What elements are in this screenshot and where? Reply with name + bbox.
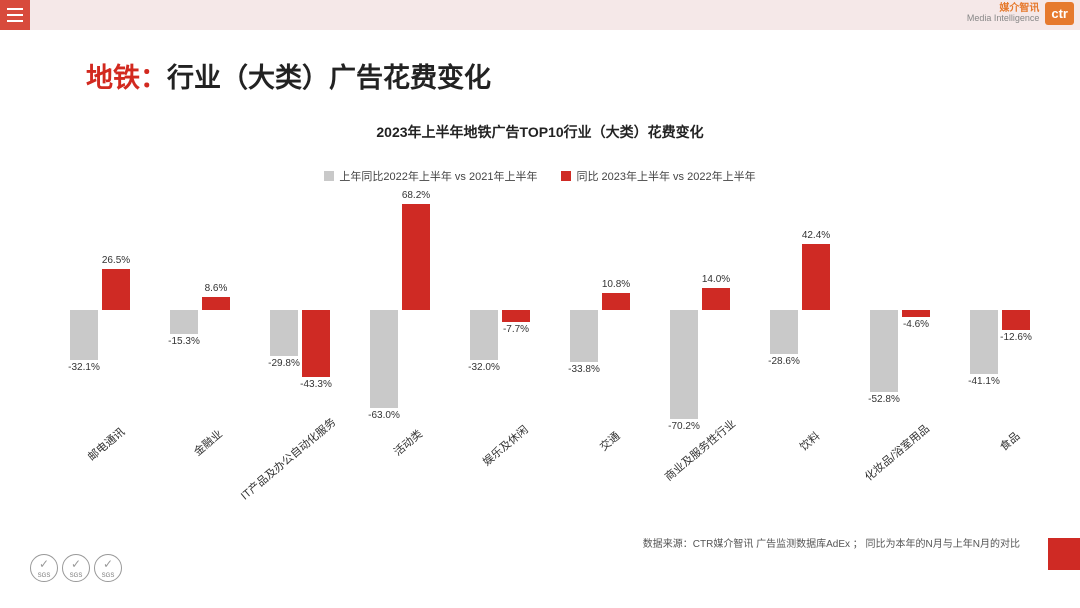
chart-group: -29.8%-43.3% xyxy=(250,190,350,430)
bar-series-b xyxy=(702,288,730,310)
bar-series-a xyxy=(270,310,298,356)
chart-group: -28.6% 42.4% xyxy=(750,190,850,430)
bar-value-label: -33.8% xyxy=(554,364,614,375)
bar-series-b xyxy=(202,297,230,310)
brand-en: Media Intelligence xyxy=(967,14,1040,24)
corner-accent xyxy=(1048,538,1080,570)
bar-value-label: -32.0% xyxy=(454,362,514,373)
legend-item: 上年同比2022年上半年 vs 2021年上半年 xyxy=(324,168,537,184)
bar-value-label: 42.4% xyxy=(786,230,846,241)
bar-value-label: 10.8% xyxy=(586,279,646,290)
chart-group: -63.0% 68.2% xyxy=(350,190,450,430)
brand-logo: 媒介智讯 Media Intelligence ctr xyxy=(967,2,1074,25)
bar-series-b xyxy=(302,310,330,377)
bar-value-label: -70.2% xyxy=(654,421,714,432)
chart-group: -70.2% 14.0% xyxy=(650,190,750,430)
title-prefix: 地铁： xyxy=(86,63,167,93)
top-bar: 媒介智讯 Media Intelligence ctr xyxy=(0,0,1080,30)
bar-series-a xyxy=(70,310,98,360)
bar-value-label: -4.6% xyxy=(886,319,946,330)
bar-value-label: -7.7% xyxy=(486,324,546,335)
bar-series-b xyxy=(902,310,930,317)
bar-series-b xyxy=(402,204,430,310)
chart-legend: 上年同比2022年上半年 vs 2021年上半年 同比 2023年上半年 vs 2… xyxy=(0,168,1080,184)
chart-area: -32.1% 26.5% -15.3% 8.6% -29.8%-43.3% -63.0% 6… xyxy=(50,190,1050,430)
chart-group: -33.8% 10.8% xyxy=(550,190,650,430)
bar-series-a xyxy=(370,310,398,408)
chart-title: 2023年上半年地铁广告TOP10行业（大类）花费变化 xyxy=(0,122,1080,142)
brand-badge: ctr xyxy=(1045,2,1074,25)
bar-series-b xyxy=(1002,310,1030,330)
x-axis-label: 活动类 xyxy=(390,426,426,459)
cert-badges: SGS SGS SGS xyxy=(30,554,122,582)
bar-value-label: 26.5% xyxy=(86,255,146,266)
page-title: 地铁：行业（大类）广告花费变化 xyxy=(86,56,491,95)
bar-value-label: -32.1% xyxy=(54,362,114,373)
bar-value-label: 14.0% xyxy=(686,274,746,285)
x-axis-label: 饮料 xyxy=(796,428,823,454)
menu-icon[interactable] xyxy=(0,0,30,30)
bar-series-a xyxy=(670,310,698,419)
bar-value-label: 68.2% xyxy=(386,190,446,201)
bar-value-label: -15.3% xyxy=(154,336,214,347)
sgs-badge: SGS xyxy=(94,554,122,582)
bar-series-a xyxy=(170,310,198,334)
legend-label: 上年同比2022年上半年 vs 2021年上半年 xyxy=(339,168,537,184)
bar-value-label: -12.6% xyxy=(986,332,1046,343)
footer-note: 数据来源：CTR媒介智讯 广告监测数据库AdEx ； 同比为本年的N月与上年N月… xyxy=(643,535,1020,550)
bar-value-label: -28.6% xyxy=(754,356,814,367)
bar-value-label: -41.1% xyxy=(954,376,1014,387)
bar-value-label: -63.0% xyxy=(354,410,414,421)
x-axis-label: 金融业 xyxy=(190,426,226,459)
bar-value-label: 8.6% xyxy=(186,283,246,294)
sgs-badge: SGS xyxy=(62,554,90,582)
legend-item: 同比 2023年上半年 vs 2022年上半年 xyxy=(561,168,755,184)
chart-group: -15.3% 8.6% xyxy=(150,190,250,430)
chart-group: -41.1% -12.6% xyxy=(950,190,1050,430)
bar-series-a xyxy=(770,310,798,354)
chart-group: -52.8% -4.6% xyxy=(850,190,950,430)
bar-series-a xyxy=(570,310,598,362)
title-rest: 行业（大类）广告花费变化 xyxy=(167,63,491,93)
x-axis-label: 交通 xyxy=(596,428,623,454)
bar-value-label: -52.8% xyxy=(854,394,914,405)
chart-group: -32.0% -7.7% xyxy=(450,190,550,430)
bar-series-b xyxy=(802,244,830,310)
legend-label: 同比 2023年上半年 vs 2022年上半年 xyxy=(576,168,755,184)
bar-value-label: -43.3% xyxy=(286,379,346,390)
chart-group: -32.1% 26.5% xyxy=(50,190,150,430)
legend-swatch xyxy=(561,171,571,181)
legend-swatch xyxy=(324,171,334,181)
sgs-badge: SGS xyxy=(30,554,58,582)
x-axis-label: 食品 xyxy=(996,428,1023,454)
bar-series-b xyxy=(602,293,630,310)
bar-series-b xyxy=(502,310,530,322)
x-axis-labels: 邮电通讯金融业IT产品及办公自动化服务活动类娱乐及休闲交通商业及服务性行业饮料化… xyxy=(50,432,1050,502)
bar-series-b xyxy=(102,269,130,310)
